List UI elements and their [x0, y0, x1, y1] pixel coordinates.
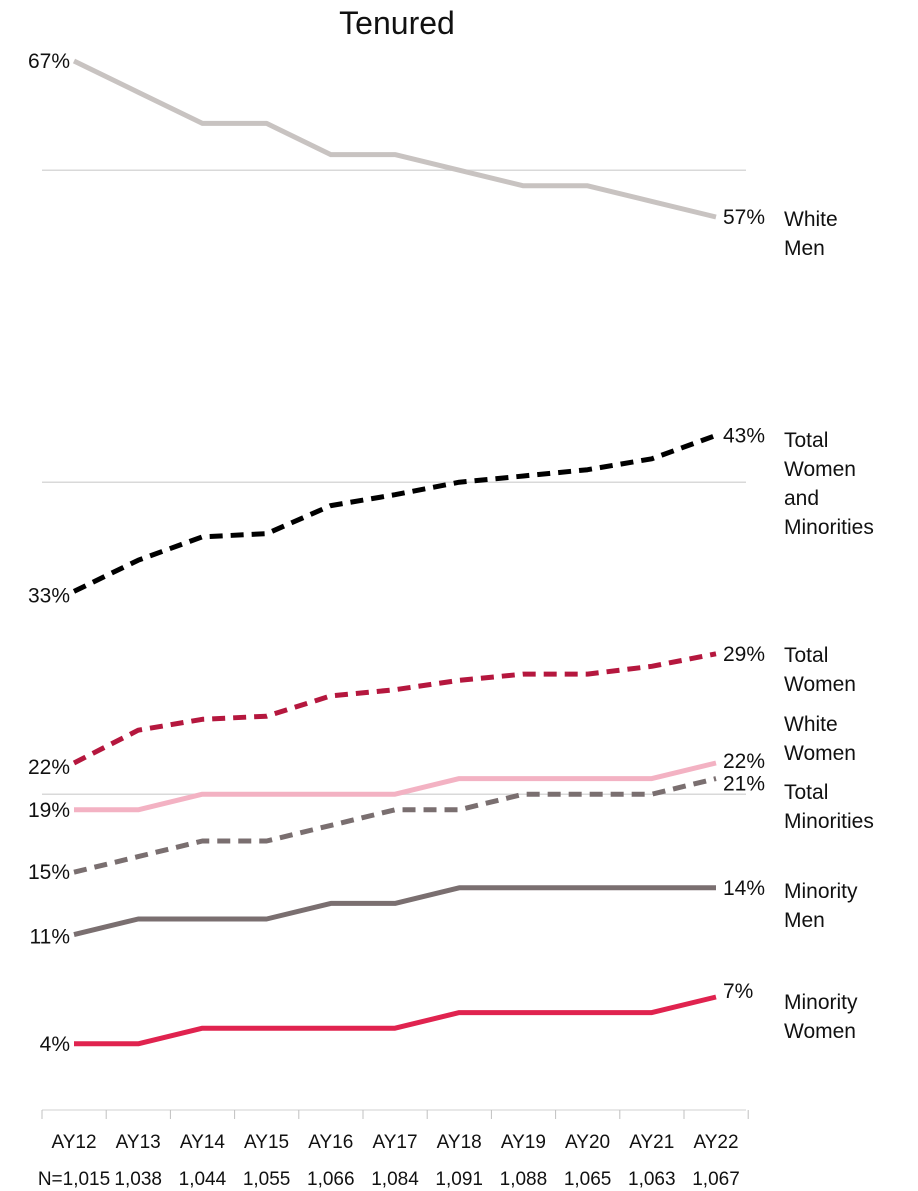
series-name-label: White Women	[784, 713, 856, 765]
end-value-label: 22%	[723, 750, 765, 773]
x-tick-label: AY15	[244, 1132, 289, 1153]
x-tick-label: AY17	[372, 1132, 417, 1153]
series-name-label: Minority Men	[784, 880, 858, 932]
series-name-line: Minorities	[784, 810, 874, 833]
n-count-label: 1,066	[307, 1169, 355, 1190]
series-line-minority-men	[73, 885, 716, 938]
series-name-line: Minorities	[784, 516, 874, 539]
start-value-label: 19%	[28, 799, 70, 822]
series-line-white-men	[72, 58, 717, 220]
x-tick-label: AY18	[437, 1132, 482, 1153]
end-value-label: 43%	[723, 424, 765, 447]
n-count-label: N=1,015	[38, 1169, 110, 1190]
series-name-label: Total Women and Minorities	[784, 429, 874, 539]
x-tick-label: AY21	[629, 1132, 674, 1153]
series-name-line: Minority	[784, 880, 858, 903]
series-line-total-minorities	[73, 776, 717, 875]
end-value-label: 29%	[723, 643, 765, 666]
series-labels: 67% 57% White Men 33% 43% Total Women and Minorit…	[28, 50, 874, 1056]
series-name-label: White Men	[784, 208, 838, 260]
x-tick-label: AY19	[501, 1132, 546, 1153]
x-tick-label: AY20	[565, 1132, 610, 1153]
start-value-label: 67%	[28, 50, 70, 73]
n-count-label: 1,067	[692, 1169, 740, 1190]
series-line-total-women	[72, 651, 717, 766]
series-name-line: Total	[784, 644, 828, 667]
series-line-minority-women	[74, 994, 717, 1047]
start-value-label: 11%	[30, 926, 70, 949]
gridlines	[42, 169, 746, 795]
n-count-label: 1,088	[500, 1169, 548, 1190]
series-name-line: Women	[784, 1020, 856, 1043]
end-value-label: 7%	[723, 980, 753, 1003]
end-value-label: 21%	[723, 773, 765, 796]
x-tick-label: AY12	[51, 1132, 96, 1153]
series-name-line: Men	[784, 237, 825, 260]
series-line-white-women	[74, 760, 717, 813]
end-value-label: 14%	[723, 877, 765, 900]
series-name-label: Total Minorities	[784, 781, 874, 833]
start-value-label: 4%	[40, 1033, 70, 1056]
n-count-label: 1,055	[243, 1169, 291, 1190]
series-name-label: Minority Women	[784, 991, 858, 1043]
series-line-total-women-minorities	[72, 433, 717, 594]
series-name-line: Women	[784, 673, 856, 696]
x-tick-label: AY14	[180, 1132, 226, 1153]
chart-title: Tenured	[339, 5, 455, 41]
start-value-label: 15%	[28, 861, 70, 884]
start-value-label: 33%	[28, 584, 70, 607]
x-tick-label: AY22	[693, 1132, 738, 1153]
series-name-line: Total	[784, 429, 828, 452]
x-tick-label: AY16	[308, 1132, 353, 1153]
n-count-label: 1,038	[114, 1169, 162, 1190]
series-name-line: and	[784, 487, 819, 510]
x-tick-label: AY13	[116, 1132, 161, 1153]
x-axis: AY12 N=1,015 AY13 1,038 AY14 1,044 AY15 1,055 AY…	[38, 1109, 749, 1190]
series-name-line: Men	[784, 909, 825, 932]
series-lines	[72, 58, 717, 1047]
series-name-line: Women	[784, 458, 856, 481]
series-name-line: White	[784, 713, 838, 736]
series-name-label: Total Women	[784, 644, 856, 696]
n-count-label: 1,084	[371, 1169, 419, 1190]
end-value-label: 57%	[723, 206, 765, 229]
n-count-label: 1,091	[435, 1169, 483, 1190]
n-count-label: 1,063	[628, 1169, 676, 1190]
n-count-label: 1,065	[564, 1169, 612, 1190]
series-name-line: Women	[784, 742, 856, 765]
series-name-line: White	[784, 208, 838, 231]
start-value-label: 22%	[28, 756, 70, 779]
n-count-label: 1,044	[179, 1169, 227, 1190]
series-name-line: Minority	[784, 991, 858, 1014]
series-name-line: Total	[784, 781, 828, 804]
